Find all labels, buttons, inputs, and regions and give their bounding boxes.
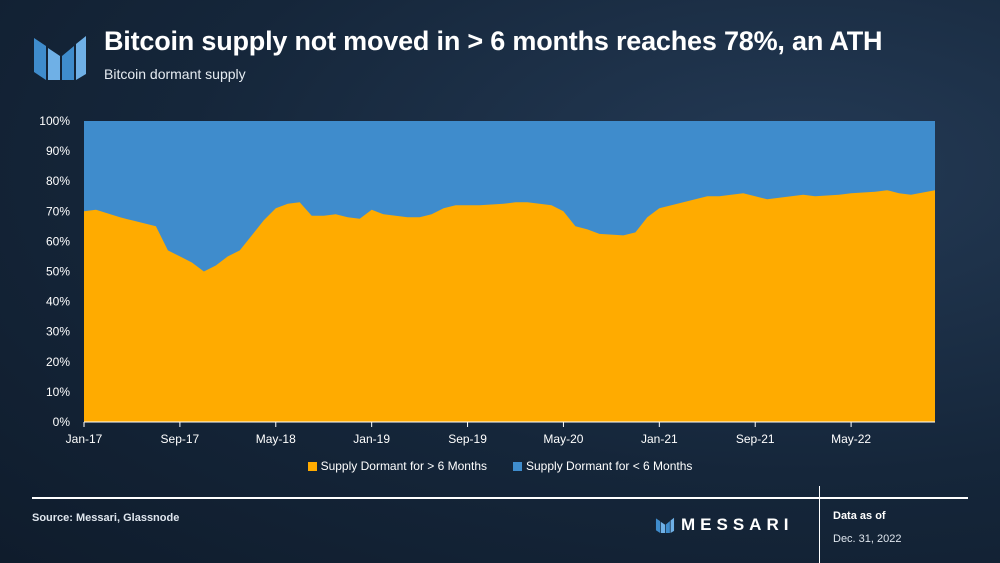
messari-small-logo-icon xyxy=(655,517,675,533)
x-tick-label: Jan-19 xyxy=(353,432,390,446)
legend-swatch-dormant xyxy=(307,461,317,471)
x-tick-label: May-22 xyxy=(831,432,871,446)
y-tick-label: 10% xyxy=(46,385,70,399)
legend-label-dormant: Supply Dormant for > 6 Months xyxy=(320,459,487,473)
y-tick-label: 90% xyxy=(46,144,70,158)
chart-legend: Supply Dormant for > 6 Months Supply Dor… xyxy=(0,459,1000,473)
y-tick-label: 30% xyxy=(46,325,70,339)
legend-item-active: Supply Dormant for < 6 Months xyxy=(513,459,692,473)
brand-mark: MESSARI xyxy=(655,515,793,535)
y-tick-label: 80% xyxy=(46,174,70,188)
source-note: Source: Messari, Glassnode xyxy=(32,512,180,524)
x-tick-label: Sep-17 xyxy=(161,432,200,446)
x-axis-ticks: Jan-17 Sep-17 May-18 Jan-19 Sep-19 May-20 Jan-… xyxy=(66,421,935,446)
x-tick-label: Jan-21 xyxy=(641,432,678,446)
chart-areas xyxy=(84,121,935,422)
y-tick-label: 50% xyxy=(46,265,70,279)
legend-item-dormant: Supply Dormant for > 6 Months xyxy=(307,459,487,473)
y-tick-label: 70% xyxy=(46,204,70,218)
footer-divider xyxy=(32,497,968,499)
x-tick-label: May-20 xyxy=(543,432,583,446)
x-tick-label: Sep-19 xyxy=(448,432,487,446)
x-tick-label: Sep-21 xyxy=(736,432,775,446)
y-tick-label: 40% xyxy=(46,295,70,309)
footer-vertical-divider xyxy=(819,486,820,563)
legend-swatch-active xyxy=(513,461,522,471)
y-axis-ticks: 0% 10% 20% 30% 40% 50% 60% 70% 80% 90% 100% xyxy=(39,114,70,429)
area-supply-dormant-gt-6m xyxy=(84,190,935,422)
x-tick-label: Jan-17 xyxy=(66,432,103,446)
y-tick-label: 0% xyxy=(53,415,71,429)
brand-wordmark: MESSARI xyxy=(681,515,794,534)
legend-label-active: Supply Dormant for < 6 Months xyxy=(526,459,693,473)
y-tick-label: 20% xyxy=(46,355,70,369)
chart-subtitle: Bitcoin dormant supply xyxy=(104,66,246,82)
x-tick-label: May-18 xyxy=(256,432,296,446)
y-tick-label: 100% xyxy=(39,114,70,128)
y-tick-label: 60% xyxy=(46,234,70,248)
chart-title: Bitcoin supply not moved in > 6 months r… xyxy=(104,26,883,56)
messari-logo-icon xyxy=(34,36,86,80)
data-as-of-label: Data as of xyxy=(833,510,886,522)
data-as-of-date: Dec. 31, 2022 xyxy=(833,533,902,545)
